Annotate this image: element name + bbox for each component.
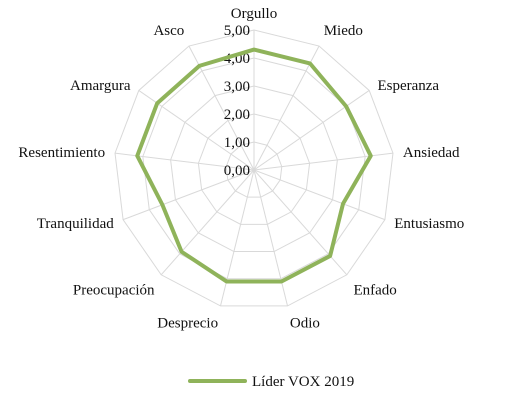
category-label: Orgullo bbox=[231, 6, 277, 22]
grid-spoke bbox=[253, 169, 386, 221]
category-label: Resentimiento bbox=[18, 145, 105, 161]
grid-spoke bbox=[253, 169, 348, 276]
category-label: Esperanza bbox=[377, 78, 439, 94]
radar-grid bbox=[114, 29, 394, 307]
category-label: Ansiedad bbox=[403, 145, 460, 161]
category-label: Enfado bbox=[353, 282, 396, 298]
grid-spoke bbox=[160, 169, 255, 276]
category-label: Miedo bbox=[324, 23, 363, 39]
tick-label: 3,00 bbox=[224, 79, 250, 95]
grid-ring bbox=[197, 113, 311, 225]
category-label: Odio bbox=[290, 316, 320, 332]
grid-spoke bbox=[253, 169, 288, 307]
grid-spoke bbox=[253, 90, 370, 171]
grid-spoke bbox=[122, 169, 255, 221]
grid-ring bbox=[170, 85, 338, 253]
category-label: Tranquilidad bbox=[37, 216, 114, 232]
grid-ring bbox=[114, 29, 394, 307]
category-label: Preocupación bbox=[73, 282, 155, 298]
category-label: Amargura bbox=[70, 78, 131, 94]
legend-label: Líder VOX 2019 bbox=[252, 374, 354, 390]
tick-label: 1,00 bbox=[224, 135, 250, 151]
grid-spoke bbox=[253, 45, 320, 171]
tick-label: 0,00 bbox=[224, 163, 250, 179]
category-labels: Orgullo Miedo Esperanza Ansiedad Entusiasmo E… bbox=[18, 6, 464, 332]
legend: Líder VOX 2019 bbox=[188, 374, 354, 390]
category-label: Desprecio bbox=[157, 316, 218, 332]
category-label: Asco bbox=[153, 23, 184, 39]
tick-label: 5,00 bbox=[224, 23, 250, 39]
category-label: Entusiasmo bbox=[394, 216, 464, 232]
series-line bbox=[135, 47, 373, 284]
tick-label: 2,00 bbox=[224, 107, 250, 123]
series-layer bbox=[135, 47, 373, 284]
grid-spoke bbox=[220, 169, 255, 307]
grid-ring bbox=[225, 141, 283, 198]
